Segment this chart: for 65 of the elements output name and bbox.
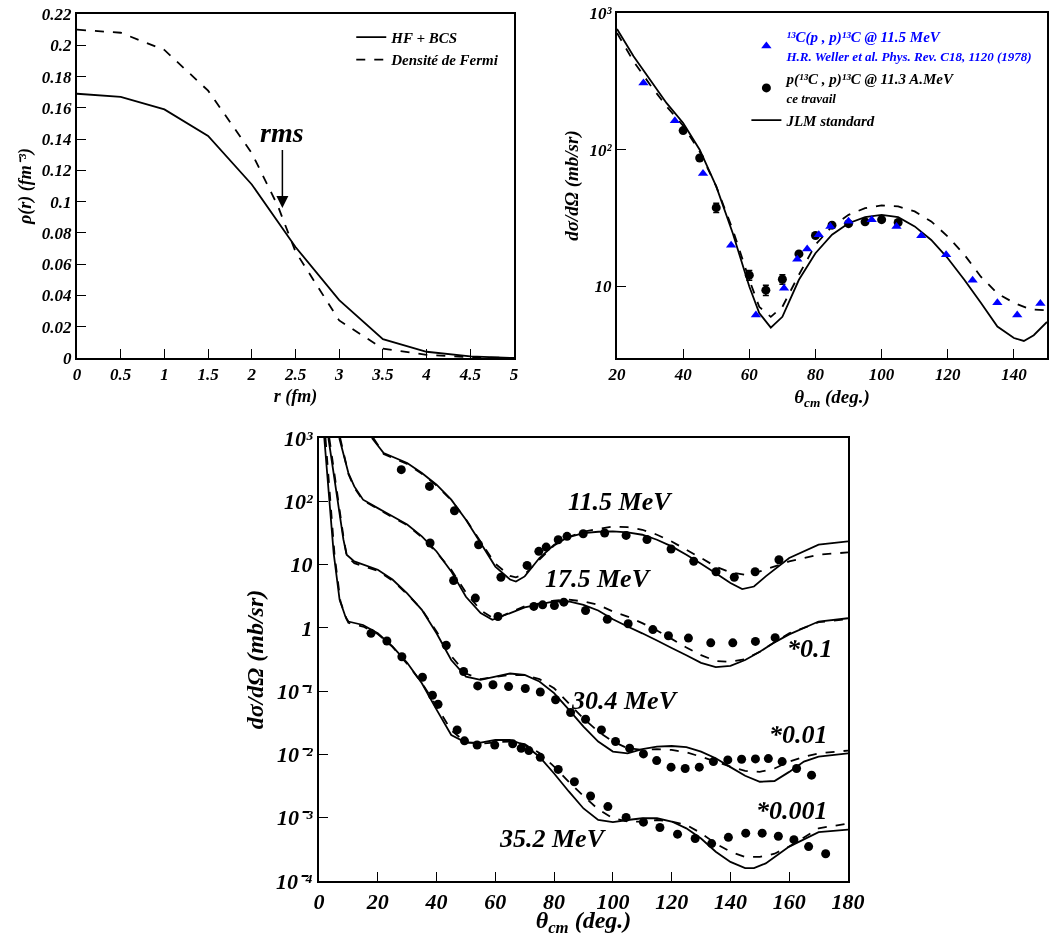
x-tick-label: 120 [935, 365, 962, 385]
x-tick-label: 180 [831, 889, 865, 915]
y-tick-label: 10⁻⁴ [275, 868, 313, 894]
x-tick-label: 60 [740, 365, 759, 385]
y-tick-label: 0.04 [41, 286, 72, 306]
x-tick-label: 20 [365, 889, 389, 915]
legend-label: ¹³C(p , p)¹³C @ 11.5 MeV H.R. Weller et al. Phys. Rev. C18, 1120 (1978) [785, 29, 1032, 65]
annotation: 17.5 MeV [545, 564, 652, 593]
x-tick-label: 40 [424, 889, 448, 915]
y-tick-label: 10⁻³ [276, 805, 313, 831]
y-tick-label: 10⁻¹ [276, 678, 313, 704]
x-tick-label: 100 [868, 365, 895, 385]
y-tick-label: 10 [594, 277, 613, 297]
y-tick-label: 10³ [589, 3, 613, 23]
x-tick-label: 140 [1001, 365, 1028, 385]
y-tick-label: 0.08 [41, 223, 73, 243]
annotation: *0.001 [756, 796, 828, 825]
x-axis-title: θ$_{cm}$ (deg.) [794, 385, 870, 410]
x-tick-label: 60 [484, 889, 507, 915]
y-tick-label: 10³ [283, 425, 313, 451]
x-axis-title: r (fm) [273, 386, 318, 407]
legend-label: Densité de Fermi [390, 52, 499, 69]
y-tick-label: 10² [589, 140, 613, 160]
x-tick-label: 4.5 [458, 365, 482, 385]
y-tick-label: 1 [301, 615, 313, 641]
y-tick-label: 0.2 [50, 36, 73, 56]
x-tick-label: 3 [333, 365, 344, 385]
y-tick-label: 10² [283, 488, 313, 514]
y-tick-label: 0.12 [41, 161, 73, 181]
y-axis-title: dσ/dΩ (mb/sr) [241, 589, 268, 730]
annotation: 11.5 MeV [568, 487, 674, 516]
x-tick-label: 1.5 [197, 365, 220, 385]
x-tick-label: 1 [160, 365, 169, 385]
annotation: 30.4 MeV [571, 686, 679, 715]
y-tick-label: 0.22 [41, 4, 73, 24]
annotation: *0.1 [787, 634, 833, 663]
x-tick-label: 2.5 [283, 365, 307, 385]
x-tick-label: 3.5 [371, 365, 395, 385]
y-tick-label: 10⁻² [276, 742, 313, 768]
legend-label: p(¹³C , p)¹³C @ 11.3 A.MeV ce travail [784, 71, 955, 107]
annotation: 35.2 MeV [499, 824, 607, 853]
annotation: rms [260, 117, 304, 148]
x-tick-label: 120 [655, 889, 689, 915]
y-tick-label: 10 [290, 552, 313, 578]
legend-label: HF + BCS [390, 29, 458, 46]
y-tick-label: 0.1 [50, 192, 72, 212]
x-tick-label: 4 [421, 365, 431, 385]
x-tick-label: 5 [509, 365, 519, 385]
x-tick-label: 160 [772, 889, 806, 915]
x-tick-label: 20 [607, 365, 626, 385]
y-tick-label: 0.18 [41, 67, 73, 87]
y-tick-label: 0.02 [41, 317, 73, 337]
x-tick-label: 0.5 [110, 365, 132, 385]
y-tick-label: 0.16 [41, 98, 73, 118]
x-tick-label: 2 [246, 365, 257, 385]
y-tick-label: 0.14 [41, 130, 72, 150]
x-tick-label: 140 [713, 889, 747, 915]
y-tick-label: 0.06 [41, 255, 73, 275]
legend-label: JLM standard [785, 113, 875, 129]
y-axis-title: dσ/dΩ (mb/sr) [560, 130, 583, 241]
x-tick-label: 80 [806, 365, 825, 385]
x-tick-label: 40 [673, 365, 693, 385]
y-tick-label: 0 [63, 348, 73, 368]
y-axis-title: ρ(r) (fm⁻³) [14, 147, 36, 226]
annotation: *0.01 [769, 720, 828, 749]
